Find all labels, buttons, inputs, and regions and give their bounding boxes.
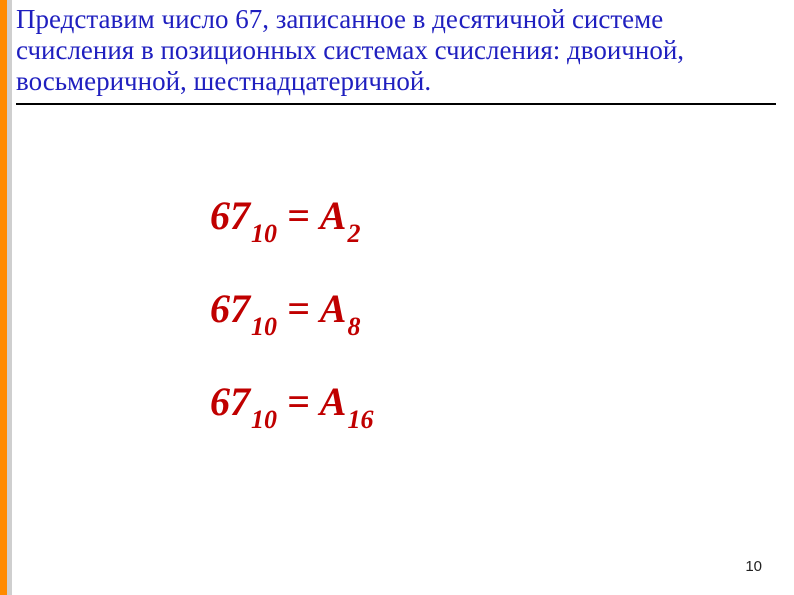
equation-row: 6710 = А8 (210, 285, 373, 338)
header-block: Представим число 67, записанное в десяти… (16, 4, 776, 105)
eq-sign: = (287, 379, 320, 424)
eq-left-base: 67 (210, 286, 250, 331)
eq-left-sub: 10 (251, 312, 277, 341)
page-number: 10 (745, 558, 762, 575)
side-accent-shadow (7, 0, 12, 595)
eq-right-sub: 2 (347, 219, 360, 248)
eq-left-sub: 10 (251, 405, 277, 434)
side-accent-bar (0, 0, 7, 595)
eq-left-base: 67 (210, 193, 250, 238)
eq-right-base: А (320, 193, 347, 238)
header-underline (16, 103, 776, 105)
eq-left-sub: 10 (251, 219, 277, 248)
eq-right-sub: 16 (347, 405, 373, 434)
equations-container: 6710 = А2 6710 = А8 6710 = А16 (210, 192, 373, 471)
eq-left-base: 67 (210, 379, 250, 424)
equation-row: 6710 = А2 (210, 192, 373, 245)
eq-right-base: А (320, 286, 347, 331)
eq-right-base: А (320, 379, 347, 424)
eq-sign: = (287, 193, 320, 238)
equation-row: 6710 = А16 (210, 378, 373, 431)
eq-sign: = (287, 286, 320, 331)
header-text: Представим число 67, записанное в десяти… (16, 4, 776, 97)
eq-right-sub: 8 (347, 312, 360, 341)
